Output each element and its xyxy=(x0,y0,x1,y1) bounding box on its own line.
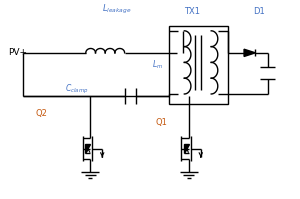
Text: PV+: PV+ xyxy=(8,48,27,57)
Text: $L_{leakage}$: $L_{leakage}$ xyxy=(102,2,132,16)
Polygon shape xyxy=(85,144,90,153)
Bar xyxy=(169,26,228,103)
Polygon shape xyxy=(244,49,255,57)
Text: Q2: Q2 xyxy=(35,109,47,118)
Text: $C_{clamp}$: $C_{clamp}$ xyxy=(65,83,88,96)
Text: Q1: Q1 xyxy=(156,118,168,127)
Text: D1: D1 xyxy=(253,7,265,16)
Text: $L_m$: $L_m$ xyxy=(152,58,164,71)
Text: TX1: TX1 xyxy=(184,7,200,16)
Polygon shape xyxy=(184,144,188,153)
